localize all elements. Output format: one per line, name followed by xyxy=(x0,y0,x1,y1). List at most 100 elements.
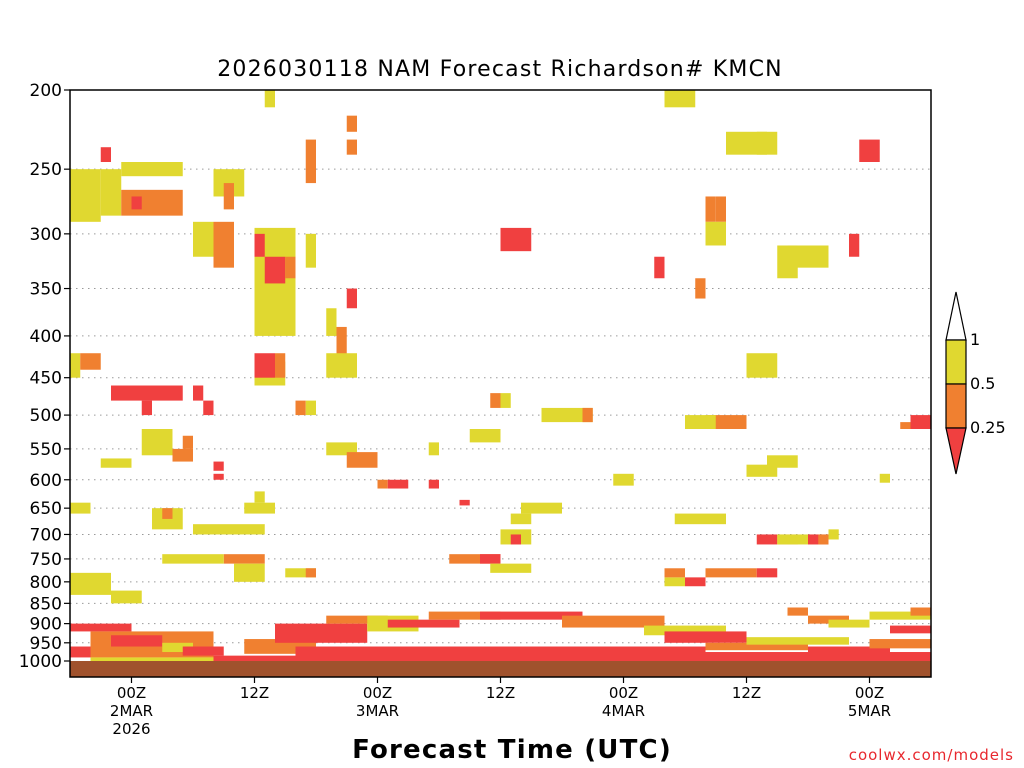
cell-yellow-86 xyxy=(70,572,111,595)
cell-yellow-108 xyxy=(828,619,870,628)
cell-orange-85 xyxy=(305,568,316,578)
cell-yellow-109 xyxy=(869,611,931,620)
cell-red-38 xyxy=(213,461,224,471)
cell-red-113 xyxy=(111,635,163,647)
credit-link[interactable]: coolwx.com/models xyxy=(849,746,1014,764)
cell-orange-7 xyxy=(223,183,234,210)
cell-red-48 xyxy=(500,227,532,252)
data-cells xyxy=(70,90,931,661)
cell-yellow-73 xyxy=(879,473,890,483)
cell-yellow-95 xyxy=(521,502,562,514)
cell-orange-102 xyxy=(664,568,685,578)
cell-orange-20 xyxy=(346,115,357,132)
cell-yellow-33 xyxy=(305,400,316,416)
y-tick-label-650: 650 xyxy=(30,499,62,519)
cell-red-72 xyxy=(910,415,931,429)
cell-red-24 xyxy=(254,353,275,378)
x-tick-label-3-0: 12Z xyxy=(486,684,515,702)
cell-red-31 xyxy=(203,400,214,416)
cell-yellow-16 xyxy=(326,308,337,336)
cell-red-128 xyxy=(808,646,890,656)
legend-bin-0.25-0.5 xyxy=(945,383,967,429)
cell-orange-71 xyxy=(900,422,911,429)
cell-red-67 xyxy=(756,534,778,545)
cell-orange-13 xyxy=(285,256,296,279)
cell-orange-41 xyxy=(346,452,378,468)
cell-red-43 xyxy=(387,479,409,489)
cell-yellow-94 xyxy=(510,513,532,525)
cell-yellow-66 xyxy=(767,455,798,468)
cell-yellow-50 xyxy=(500,393,511,408)
cell-orange-21 xyxy=(346,139,357,155)
y-tick-label-300: 300 xyxy=(30,225,62,245)
cell-yellow-64 xyxy=(746,353,778,378)
cell-red-120 xyxy=(387,619,460,628)
cell-red-44 xyxy=(428,479,439,489)
cell-yellow-18 xyxy=(326,353,357,378)
cell-yellow-1 xyxy=(100,169,122,216)
cell-orange-37 xyxy=(182,435,193,449)
legend: 1 0.5 0.25 xyxy=(945,291,1006,475)
cell-red-19 xyxy=(346,288,357,309)
cell-yellow-15 xyxy=(305,233,316,268)
cell-orange-76 xyxy=(449,554,501,564)
cell-yellow-53 xyxy=(613,473,634,486)
cell-yellow-34 xyxy=(100,458,132,468)
x-tick-label-2-1: 3MAR xyxy=(356,702,399,720)
cell-orange-32 xyxy=(295,400,306,416)
cell-yellow-51 xyxy=(541,407,593,423)
y-tick-label-550: 550 xyxy=(30,440,62,460)
cell-yellow-69 xyxy=(787,245,829,268)
cell-red-131 xyxy=(295,646,706,661)
cell-yellow-91 xyxy=(193,524,265,535)
cell-yellow-78 xyxy=(490,563,532,573)
y-tick-label-850: 850 xyxy=(30,594,62,614)
legend-level-0.25: 0.25 xyxy=(970,418,1006,437)
cell-yellow-75 xyxy=(756,131,778,155)
cell-yellow-83 xyxy=(162,554,224,564)
cell-red-29 xyxy=(141,400,152,416)
cell-orange-3 xyxy=(121,189,183,216)
y-tick-label-950: 950 xyxy=(30,634,62,654)
cell-red-12 xyxy=(264,256,286,284)
cell-red-39 xyxy=(213,473,224,480)
y-tick-label-750: 750 xyxy=(30,550,62,570)
cell-orange-100 xyxy=(705,568,757,578)
cell-yellow-96 xyxy=(674,513,726,525)
cell-orange-55 xyxy=(705,196,716,222)
cell-orange-9 xyxy=(213,221,234,268)
cell-orange-107 xyxy=(808,615,849,624)
cell-red-74 xyxy=(859,139,880,162)
legend-level-0.5: 0.5 xyxy=(970,374,995,393)
cell-red-99 xyxy=(685,577,706,587)
y-tick-label-500: 500 xyxy=(30,406,62,426)
cell-orange-36 xyxy=(172,448,193,462)
cell-yellow-5 xyxy=(70,169,101,222)
cell-red-0 xyxy=(100,147,111,162)
legend-level-1: 1 xyxy=(970,330,980,349)
legend-bin-below-0.25 xyxy=(945,427,967,475)
cell-yellow-114 xyxy=(162,642,193,653)
cell-orange-106 xyxy=(787,607,808,616)
cell-yellow-40 xyxy=(326,442,357,456)
cell-orange-110 xyxy=(910,607,931,616)
cell-orange-17 xyxy=(336,326,347,362)
y-tick-label-400: 400 xyxy=(30,327,62,347)
cell-orange-81 xyxy=(223,554,265,564)
x-tick-label-0-1: 2MAR xyxy=(110,702,153,720)
y-tick-label-700: 700 xyxy=(30,525,62,545)
cell-yellow-135 xyxy=(90,657,214,661)
cell-orange-90 xyxy=(162,508,173,519)
cell-yellow-105 xyxy=(828,529,839,540)
cell-red-80 xyxy=(510,534,521,545)
cell-yellow-82 xyxy=(234,563,265,582)
x-axis-label: Forecast Time (UTC) xyxy=(352,735,672,765)
cell-red-77 xyxy=(480,554,501,564)
legend-bin-0.5-1 xyxy=(945,339,967,385)
cell-yellow-93 xyxy=(254,491,265,503)
cell-yellow-54 xyxy=(664,90,696,108)
cell-red-122 xyxy=(480,611,583,620)
cell-red-101 xyxy=(756,568,778,578)
x-tick-label-6-1: 5MAR xyxy=(848,702,891,720)
cell-yellow-98 xyxy=(664,577,685,587)
